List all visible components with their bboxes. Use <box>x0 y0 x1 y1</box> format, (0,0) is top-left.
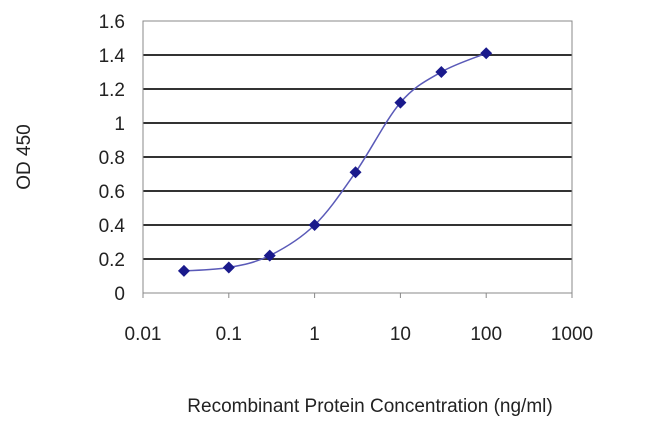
plot-area <box>142 20 573 294</box>
gridlines <box>143 54 572 260</box>
y-tick-label: 0.6 <box>99 182 125 203</box>
x-tick-label: 100 <box>470 324 502 345</box>
y-axis-label: OD 450 <box>14 124 35 189</box>
data-point-marker <box>349 166 362 179</box>
series-line <box>183 52 487 272</box>
x-tick-label: 10 <box>390 324 411 345</box>
x-tick-labels: 0.01 0.1 1 10 100 1000 <box>125 293 593 345</box>
x-axis-label: Recombinant Protein Concentration (ng/ml… <box>187 396 552 417</box>
x-tick-label: 0.01 <box>125 324 162 345</box>
x-tick-label: 1 <box>309 324 320 345</box>
y-tick-label: 0 <box>114 284 125 305</box>
y-tick-label: 1.4 <box>99 46 126 67</box>
data-point-marker <box>394 96 407 109</box>
y-tick-labels: 0 0.2 0.4 0.6 0.8 1 1.2 1.4 1.6 <box>99 12 126 305</box>
x-tick-label: 0.1 <box>216 324 242 345</box>
data-point-marker <box>177 264 190 277</box>
y-tick-label: 1.6 <box>99 12 125 33</box>
data-point-marker <box>308 219 321 231</box>
data-point-marker <box>263 249 276 262</box>
x-tick-label: 1000 <box>551 324 593 345</box>
data-point-marker <box>480 47 493 60</box>
y-tick-label: 1.2 <box>99 80 125 101</box>
data-points <box>177 47 493 277</box>
y-tick-label: 0.8 <box>99 148 125 169</box>
data-point-marker <box>222 261 235 274</box>
y-tick-label: 1 <box>114 114 125 135</box>
y-tick-label: 0.2 <box>99 250 125 271</box>
y-tick-label: 0.4 <box>99 216 126 237</box>
data-point-marker <box>435 66 448 78</box>
